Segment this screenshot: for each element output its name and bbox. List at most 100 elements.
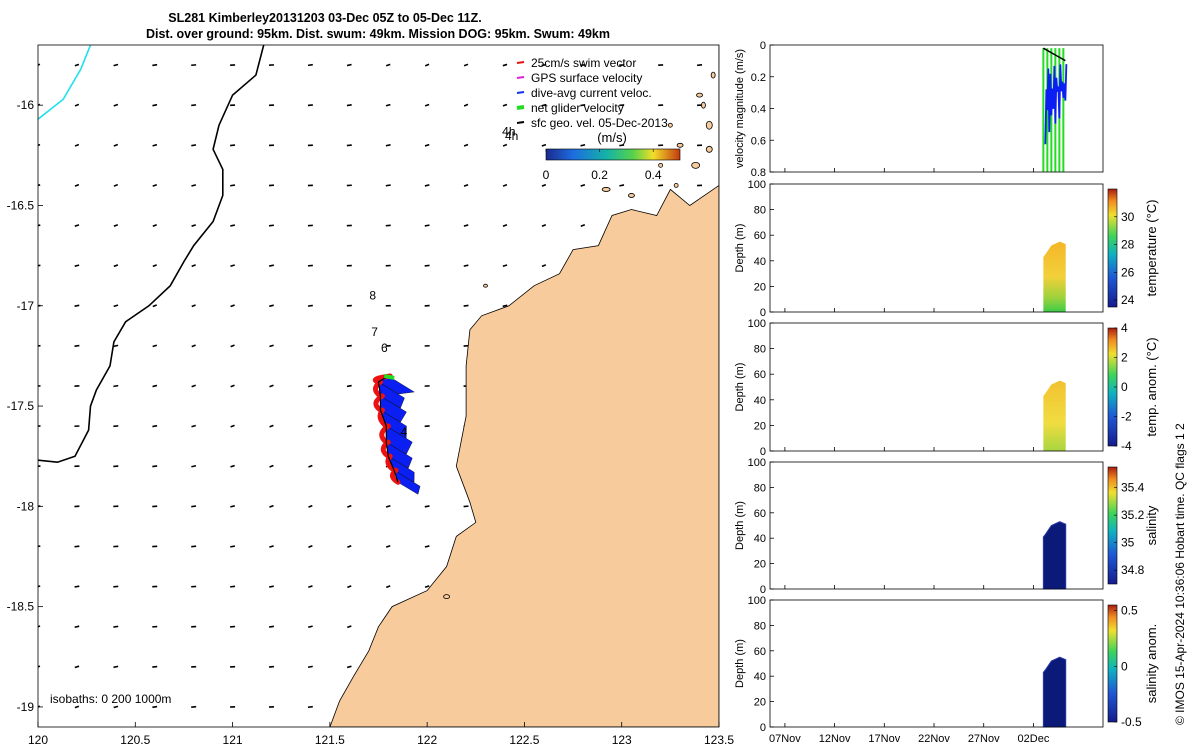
vector-arrow	[502, 304, 508, 308]
vector-arrow	[230, 505, 235, 508]
vector-arrow	[385, 63, 391, 67]
vector-arrow	[424, 264, 430, 267]
temp_anom-section	[1043, 380, 1066, 451]
legend-entry: 25cm/s swim vector	[531, 56, 636, 70]
island	[443, 594, 451, 600]
island	[601, 187, 611, 192]
panel-colorbar-tick-label: 0	[1121, 380, 1128, 394]
chart-title-line2: Dist. over ground: 95km. Dist. swum: 49k…	[146, 27, 610, 41]
vector-arrow	[230, 384, 235, 388]
panel-colorbar-label: salinity anom.	[1144, 624, 1159, 703]
map-y-tick-label: -16	[17, 98, 35, 112]
panel-colorbar-tick-label: 0.5	[1121, 604, 1138, 618]
vector-arrow	[463, 143, 469, 147]
map-y-tick-label: -17	[17, 299, 35, 313]
vector-arrow	[541, 224, 547, 228]
dive-avg-velocity-series	[1044, 64, 1068, 145]
panel-colorbar-tick-label: 24	[1121, 293, 1135, 307]
panel-y-tick-label: 80	[754, 482, 766, 494]
time-x-tick-label: 12Nov	[819, 733, 851, 745]
panel-colorbar-tick-label: 30	[1121, 210, 1135, 224]
vector-arrow	[346, 63, 352, 67]
island	[696, 92, 703, 98]
map-x-tick-label: 120.5	[120, 733, 150, 747]
isobath-200m	[38, 45, 265, 464]
panel-colorbar-tick-label: 34.8	[1121, 563, 1145, 577]
vector-arrow	[152, 705, 158, 709]
island	[691, 161, 701, 169]
panel-y-tick-label: 40	[754, 533, 766, 545]
vector-arrow	[424, 143, 430, 147]
vector-arrow	[580, 64, 586, 67]
vector-arrow	[346, 144, 352, 147]
vector-arrow	[74, 545, 80, 548]
vector-arrow	[385, 184, 391, 187]
vector-arrow	[308, 424, 313, 428]
panel-y-tick-label: 60	[754, 230, 766, 242]
vector-arrow	[269, 504, 274, 508]
island	[673, 183, 679, 188]
panel-y-tick-label: 20	[754, 281, 766, 293]
speed-colorbar-tick-label: 0.4	[645, 168, 662, 182]
vector-arrow	[307, 665, 313, 669]
map-y-tick-label: -17.5	[7, 399, 35, 413]
time-label: 7	[371, 325, 378, 339]
panel-colorbar	[1107, 604, 1118, 723]
panel-y-tick-label: 100	[748, 595, 766, 607]
vector-arrow	[74, 103, 80, 107]
vector-arrow	[191, 384, 196, 388]
vector-arrow	[541, 63, 547, 67]
speed-colorbar-tick-label: 0	[543, 168, 550, 182]
island	[701, 101, 706, 109]
vector-arrow	[74, 665, 80, 669]
vector-arrow	[38, 63, 41, 66]
vector-arrow	[463, 264, 469, 267]
vector-arrow	[502, 224, 508, 228]
time-label: 8	[369, 289, 376, 303]
vector-arrow	[307, 63, 313, 67]
salinity-section	[1042, 521, 1067, 590]
vector-arrow	[424, 545, 430, 548]
panel-y-tick-label: 80	[754, 344, 766, 356]
panel-y-tick-label: 40	[754, 256, 766, 268]
vector-arrow	[385, 545, 391, 548]
vector-arrow	[580, 224, 586, 228]
panel-frame	[769, 322, 1104, 452]
vector-arrow	[113, 384, 119, 388]
panel-y-tick-label: 0	[760, 446, 766, 458]
map-y-tick-label: -18.5	[7, 600, 35, 614]
vector-arrow	[269, 585, 274, 588]
vector-arrow	[74, 63, 80, 67]
vector-arrow	[152, 264, 157, 268]
vector-arrow	[152, 63, 158, 67]
vector-arrow	[230, 344, 235, 348]
panel-ylabel: Depth (m)	[734, 639, 746, 688]
speed-colorbar-bar	[545, 148, 681, 161]
vector-arrow	[580, 104, 586, 107]
vector-arrow	[152, 344, 158, 348]
vector-arrow	[424, 184, 430, 187]
panel-y-tick-label: 20	[754, 559, 766, 571]
vector-arrow	[38, 545, 41, 548]
vector-arrow	[308, 544, 313, 548]
vector-arrow	[38, 264, 41, 267]
panel-y-tick-label: 60	[754, 369, 766, 381]
map-y-tick-label: -18	[17, 499, 35, 513]
vector-arrow	[230, 545, 236, 548]
net-glider-velocity	[383, 374, 395, 380]
panel-y-tick-label: 60	[754, 508, 766, 520]
panel-ylabel: Depth (m)	[734, 501, 746, 550]
island	[483, 283, 488, 288]
vector-arrow	[38, 184, 41, 187]
vector-arrow	[74, 705, 80, 709]
panel-salinity: 0 20 40 60 80 100 Depth (m) 34.8 35 35.2 35.4 salin…	[734, 457, 1159, 596]
vector-arrow	[619, 184, 625, 187]
panel-y-tick-label: 100	[748, 179, 766, 191]
glider-track	[372, 373, 421, 495]
vector-arrow	[502, 143, 508, 147]
vector-arrow	[191, 104, 197, 107]
vector-arrow	[191, 424, 197, 428]
island	[705, 120, 713, 130]
vector-arrow	[308, 384, 313, 388]
